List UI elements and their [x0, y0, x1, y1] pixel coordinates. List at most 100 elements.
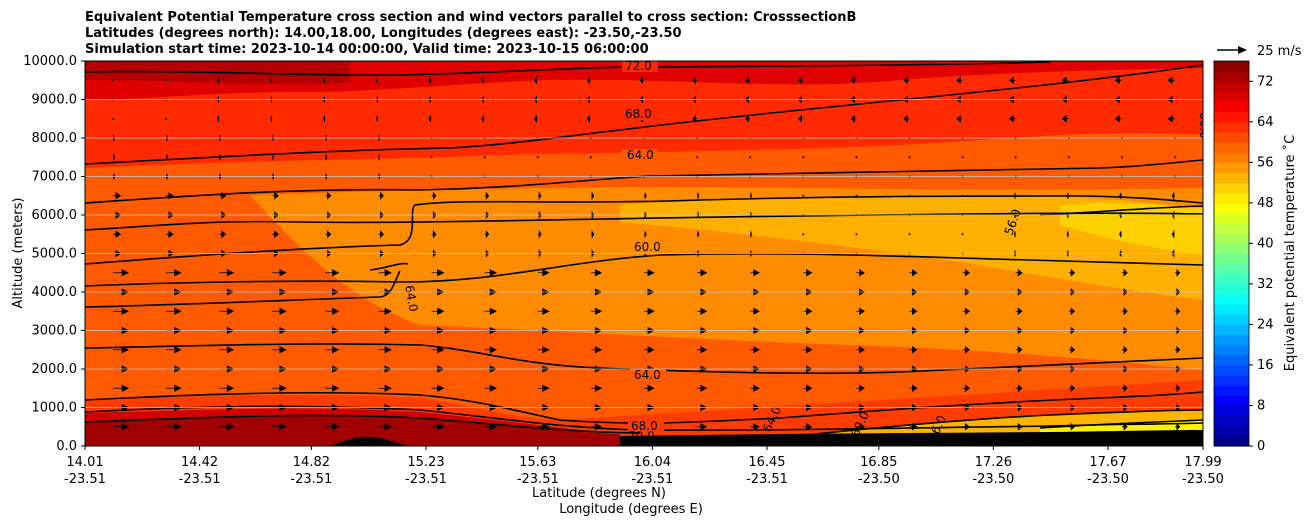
wind-vector [750, 307, 760, 315]
wind-vector [1167, 76, 1175, 85]
wind-vector [697, 307, 708, 315]
wind-vector [1066, 231, 1069, 238]
wind-vector [219, 269, 235, 277]
y-axis: 0.0 1000.0 2000.0 3000.0 4000.0 5000.0 6000.0 7… [23, 54, 85, 454]
wind-vector [431, 384, 445, 392]
colorbar-segment [1214, 354, 1249, 366]
wind-vector [590, 384, 603, 392]
terrain-fill [330, 436, 410, 446]
wind-vector [272, 346, 287, 354]
wind-vector [589, 156, 592, 159]
wind-vector [956, 114, 963, 123]
wind-vector [1120, 156, 1123, 159]
wind-vector [481, 114, 485, 124]
colorbar-tick-label: 48 [1257, 196, 1274, 211]
wind-vector [166, 423, 182, 431]
contour-label: 60.0 [1197, 112, 1211, 139]
wind-vector [1175, 307, 1181, 316]
wind-vector [909, 422, 918, 431]
wind-vector [1119, 192, 1122, 199]
wind-vector [803, 384, 813, 392]
wind-vector [908, 156, 911, 159]
wind-vector [1068, 422, 1076, 431]
wind-vector [431, 191, 437, 200]
contour-label: 68.0 [625, 107, 652, 121]
wind-vector [484, 269, 498, 277]
wind-vector [378, 384, 392, 392]
wind-vector [1175, 268, 1181, 277]
wind-vector [378, 230, 384, 239]
colorbar-tick-label: 0 [1257, 439, 1265, 454]
wind-vector [908, 233, 911, 236]
colorbar-tick-label: 56 [1257, 155, 1274, 170]
wind-vector [856, 307, 865, 315]
x-tick-latitude: 15.63 [519, 455, 556, 470]
wind-vector [325, 346, 340, 354]
wind-vector [644, 231, 647, 238]
wind-vector [272, 307, 287, 315]
wind-vector [219, 230, 227, 239]
wind-vector [325, 384, 340, 392]
quiver-key: 25 m/s [1217, 44, 1302, 59]
wind-vector [856, 384, 865, 392]
colorbar-segment [1214, 131, 1249, 143]
wind-vector [217, 77, 220, 84]
wind-vector [428, 77, 432, 84]
wind-vector [219, 307, 235, 315]
wind-vector [1061, 114, 1069, 123]
wind-vector [484, 191, 490, 200]
colorbar-tick-label: 16 [1257, 358, 1274, 373]
wind-vector [750, 231, 752, 238]
wind-vector [586, 75, 591, 85]
x-tick-longitude: -23.50 [1087, 472, 1129, 487]
wind-vector [113, 307, 130, 315]
wind-vector [850, 114, 857, 123]
wind-vector [850, 76, 857, 85]
wind-vector [537, 307, 550, 315]
x-tick-longitude: -23.51 [746, 472, 788, 487]
wind-vector [219, 191, 227, 200]
x-tick-latitude: 14.82 [293, 455, 330, 470]
wind-vector [1015, 268, 1023, 277]
y-tick-label: 2000.0 [32, 362, 78, 377]
colorbar-segment [1214, 192, 1249, 204]
y-tick-label: 4000.0 [32, 285, 78, 300]
wind-vector [1175, 422, 1181, 431]
x-tick-longitude: -23.51 [405, 472, 447, 487]
wind-vector [378, 423, 392, 431]
wind-vector [692, 114, 698, 123]
wind-vector [1171, 191, 1175, 201]
wind-vector [325, 230, 332, 239]
wind-vector [1121, 268, 1128, 277]
wind-vector [697, 423, 708, 431]
wind-vector [1174, 156, 1176, 159]
colorbar-segment [1214, 294, 1249, 305]
wind-vector [590, 346, 603, 354]
x-tick-latitude: 16.04 [634, 455, 671, 470]
wind-vector [962, 384, 971, 393]
colorbar-segment [1214, 375, 1249, 386]
wind-vector [908, 194, 911, 197]
y-axis-label: Altitude (meters) [11, 198, 26, 309]
y-tick-label: 0.0 [56, 439, 77, 454]
x-tick-latitude: 17.99 [1184, 455, 1221, 470]
wind-vector [586, 114, 591, 124]
contour-label: 70.0 [628, 429, 655, 443]
wind-vector [1171, 229, 1175, 239]
colorbar-tick-label: 24 [1257, 317, 1274, 332]
contour-label: 64.0 [627, 148, 654, 162]
wind-vector [1068, 307, 1076, 316]
wind-vector [537, 229, 542, 239]
colorbar-segment [1214, 253, 1249, 265]
x-tick-latitude: 15.23 [407, 455, 444, 470]
colorbar-segment [1214, 172, 1249, 184]
wind-vector [219, 384, 235, 392]
wind-vector [219, 423, 235, 431]
colorbar-segment [1214, 71, 1249, 82]
colorbar-segment [1214, 121, 1249, 133]
wind-vector [270, 77, 273, 84]
colorbar-segment [1214, 263, 1249, 275]
contour-label: 72.0 [625, 59, 652, 73]
wind-vector [644, 192, 647, 199]
wind-vector [644, 346, 655, 354]
